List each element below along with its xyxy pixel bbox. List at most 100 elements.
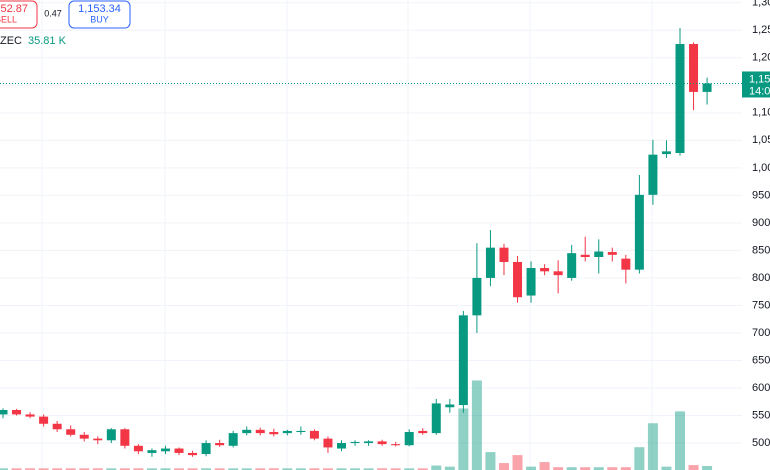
- candle-body: [485, 247, 495, 278]
- volume-bar: [336, 468, 347, 470]
- y-tick-label: 750: [752, 299, 770, 311]
- volume-bar: [228, 468, 239, 470]
- volume-bar: [512, 455, 523, 470]
- y-tick-label: 600: [752, 382, 770, 394]
- volume-bar: [241, 468, 252, 470]
- candle-body: [106, 429, 116, 441]
- volume-bar: [539, 462, 550, 470]
- symbol: ZEC: [0, 35, 22, 47]
- volume-bar: [268, 468, 279, 470]
- candle-body: [418, 430, 428, 434]
- y-tick-label: 1,250: [752, 24, 770, 36]
- candle-body: [526, 268, 536, 296]
- volume-bar: [133, 468, 144, 470]
- candle-body: [25, 414, 35, 417]
- y-tick-label: 1,300: [752, 0, 770, 9]
- volume-bar: [702, 465, 713, 470]
- volume-bar: [417, 468, 428, 470]
- candle-body: [282, 430, 292, 434]
- volume-bar: [322, 468, 333, 470]
- candle-body: [133, 445, 143, 452]
- y-tick-label: 700: [752, 327, 770, 339]
- overlay: 1,152.87 SELL 0.47 1,153.34 BUY ZEC 35.8…: [0, 0, 770, 98]
- candle-body: [120, 429, 130, 446]
- volume-bar: [566, 467, 577, 470]
- volume-bar: [526, 466, 537, 470]
- candle-body: [391, 444, 401, 446]
- sell-price: 1,152.87: [0, 3, 28, 15]
- volume-bar: [485, 452, 496, 470]
- volume-bar: [187, 468, 198, 470]
- candle-body: [93, 438, 103, 441]
- candle-body: [296, 430, 306, 433]
- volume-bar: [607, 467, 618, 470]
- volume-bar: [390, 468, 401, 470]
- y-tick-label: 1,000: [752, 162, 770, 174]
- volume-bar: [25, 468, 36, 470]
- candle-body: [52, 423, 62, 430]
- sell-button[interactable]: [0, 0, 38, 29]
- candle-body: [553, 271, 563, 276]
- candle-body: [255, 429, 265, 434]
- price-tag-countdown: 14:0: [749, 85, 770, 97]
- price-tag: [742, 71, 770, 98]
- volume-bar: [404, 468, 415, 470]
- candle-body: [269, 432, 279, 435]
- buy-label: BUY: [90, 14, 109, 24]
- volume-bar: [79, 468, 90, 470]
- volume-bar: [160, 468, 171, 470]
- candle-body: [0, 410, 8, 415]
- volume-bar: [553, 467, 564, 470]
- volume-bar: [688, 465, 699, 470]
- buy-button[interactable]: [68, 0, 131, 29]
- candle-body: [499, 247, 509, 262]
- candle-body: [594, 251, 604, 258]
- volume-bar: [174, 468, 185, 470]
- volume-bar: [458, 408, 469, 470]
- volume-bar: [106, 468, 117, 470]
- candle-body: [377, 441, 387, 445]
- volume-bar: [255, 468, 266, 470]
- candle-body: [513, 261, 523, 298]
- candle-body: [79, 434, 89, 439]
- y-tick-label: 800: [752, 272, 770, 284]
- y-tick-label: 1,200: [752, 52, 770, 64]
- volume-bar: [593, 467, 604, 470]
- volume-bar: [295, 468, 306, 470]
- volume-bar: [580, 467, 591, 470]
- candle-body: [228, 433, 238, 446]
- y-tick-label: 500: [752, 437, 770, 449]
- volume-bar: [201, 468, 212, 470]
- candle-body: [472, 277, 482, 316]
- volume-bar: [65, 468, 76, 470]
- candle-body: [188, 452, 198, 456]
- volume-bar: [647, 423, 658, 470]
- volume-bar: [146, 468, 157, 470]
- volume-bar: [661, 466, 672, 470]
- candle-body: [350, 441, 360, 444]
- candle-body: [580, 254, 590, 258]
- volume-bar: [444, 466, 455, 470]
- candle-body: [404, 432, 414, 446]
- candle-body: [147, 450, 157, 453]
- price-tag-price: 1,153.34: [749, 73, 770, 85]
- grid: [0, 0, 742, 470]
- candle-body: [39, 416, 49, 424]
- candle-body: [309, 430, 319, 439]
- candle-body: [458, 315, 468, 406]
- candle-body: [607, 252, 617, 255]
- y-tick-label: 650: [752, 354, 770, 366]
- y-tick-label: 1,050: [752, 134, 770, 146]
- candle-body: [675, 44, 685, 153]
- candle-body: [621, 258, 631, 270]
- volume-bar: [498, 463, 509, 470]
- candle-body: [431, 403, 441, 434]
- volume-label: 35.81 K: [28, 35, 67, 47]
- candle-body: [445, 404, 455, 408]
- candle-body: [12, 410, 22, 415]
- candle-body: [242, 429, 252, 434]
- price-axis: 500 550 600 650 700 750 800 850 900 950 1,000 1,050…: [752, 0, 770, 449]
- buy-price: 1,153.34: [78, 3, 121, 15]
- volume-bar: [309, 468, 320, 470]
